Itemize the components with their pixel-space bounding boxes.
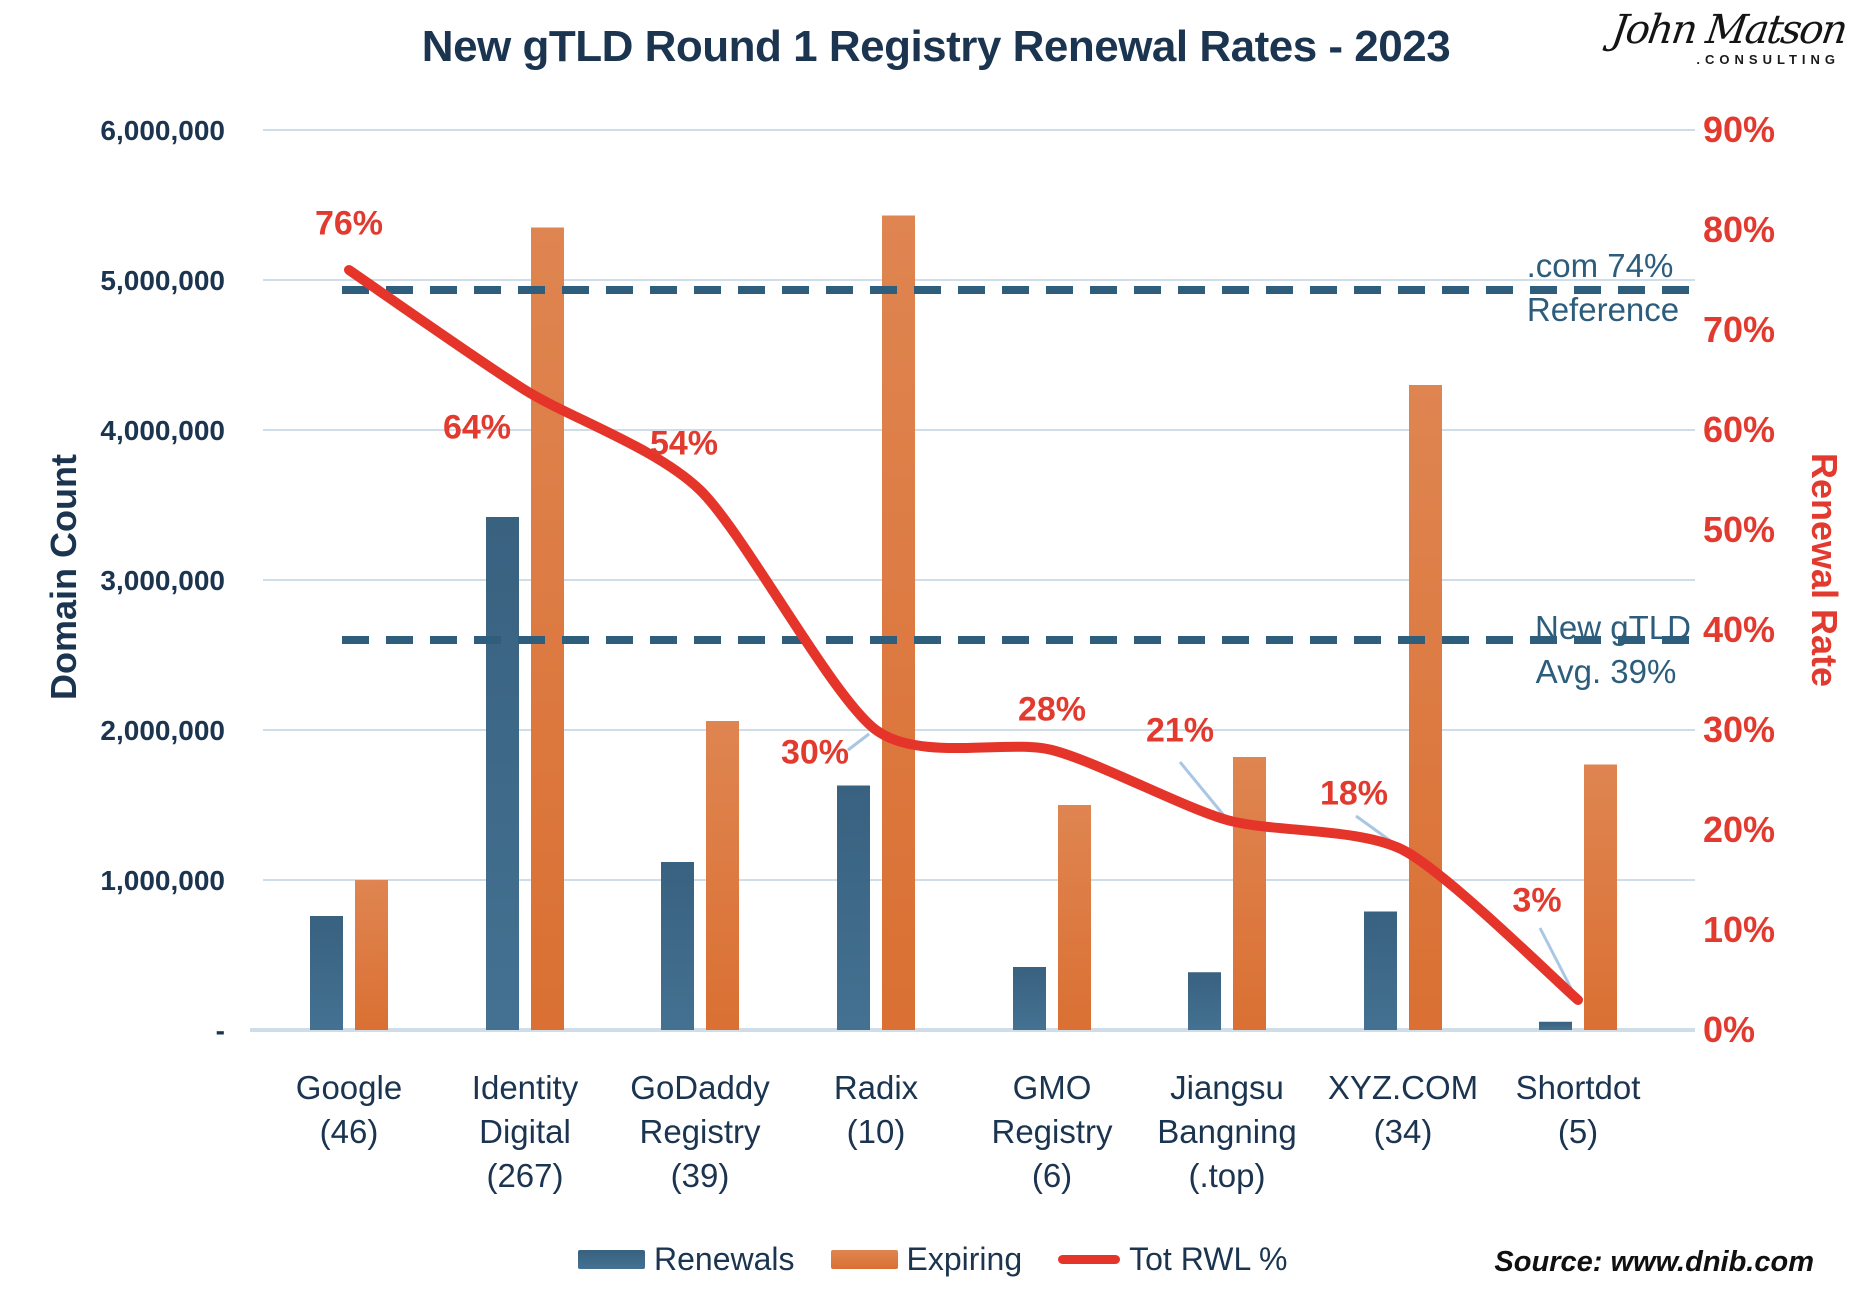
renewals-bar (1364, 911, 1397, 1030)
category-label: Google (46) (295, 1069, 403, 1150)
rate-data-label: 30% (780, 733, 850, 772)
left-axis-tick: 3,000,000 (100, 565, 225, 596)
callout-leader-line (847, 732, 870, 752)
category-label: Jiangsu Bangning (.top) (1157, 1069, 1297, 1194)
legend: Renewals Expiring Tot RWL % (578, 1241, 1287, 1278)
category-label: XYZ.COM (34) (1327, 1069, 1479, 1150)
right-axis-tick: 50% (1703, 509, 1775, 550)
renewals-bar (661, 862, 694, 1030)
expiring-bar (531, 227, 564, 1030)
ref-com-label-bottom: Reference (1526, 291, 1680, 328)
right-axis-title: Renewal Rate (1804, 452, 1845, 688)
left-axis-tick: 1,000,000 (100, 865, 225, 896)
right-axis-tick: 30% (1703, 709, 1775, 750)
logo-signature: John Matson (1609, 7, 1850, 53)
renewals-bar (1188, 972, 1221, 1030)
left-axis-tick: 4,000,000 (100, 415, 225, 446)
category-label: GMO Registry (6) (991, 1069, 1113, 1194)
left-axis-title: Domain Count (43, 454, 84, 700)
expiring-bar (1058, 805, 1091, 1030)
legend-item-renewals: Renewals (578, 1241, 795, 1278)
expiring-bar (1584, 764, 1617, 1030)
logo: John Matson .CONSULTING (1609, 7, 1850, 67)
left-axis-tick: - (216, 1015, 225, 1046)
renewals-bar (1013, 967, 1046, 1030)
logo-suffix: .CONSULTING (1696, 52, 1840, 67)
expiring-bar (882, 215, 915, 1030)
category-label: Radix (10) (833, 1069, 919, 1150)
rate-data-label: 21% (1145, 711, 1215, 750)
expiring-swatch (830, 1250, 898, 1269)
expiring-bar (1233, 757, 1266, 1030)
rate-data-label: 18% (1319, 774, 1389, 813)
renewals-bar (310, 916, 343, 1030)
ref-avg-label-bottom: Avg. 39% (1535, 653, 1677, 690)
rate-data-label: 76% (314, 204, 384, 243)
source-credit: Source: www.dnib.com (1494, 1246, 1814, 1278)
callout-leader-line (1178, 761, 1228, 819)
category-label: GoDaddy Registry (39) (630, 1069, 770, 1194)
right-axis-tick: 60% (1703, 409, 1775, 450)
ref-com-label-top: .com 74% (1526, 247, 1674, 284)
renewals-swatch (578, 1250, 645, 1269)
renewals-bar (837, 785, 870, 1030)
rate-data-label: 28% (1017, 690, 1087, 729)
rate-data-label: 64% (442, 408, 512, 447)
renewals-bar (486, 517, 519, 1030)
legend-item-expiring: Expiring (830, 1241, 1023, 1278)
category-label: Identity Digital (267) (471, 1069, 579, 1194)
right-axis-tick: 0% (1703, 1009, 1755, 1050)
renewals-bar (1539, 1021, 1572, 1030)
legend-label-totrwl: Tot RWL % (1129, 1241, 1288, 1277)
right-axis-tick: 70% (1703, 309, 1775, 350)
left-axis-tick: 5,000,000 (100, 265, 225, 296)
expiring-bar (355, 880, 388, 1030)
right-axis-tick: 80% (1703, 209, 1775, 250)
legend-label-expiring: Expiring (906, 1241, 1023, 1277)
tot-rwl-swatch (1058, 1255, 1121, 1264)
right-axis-tick: 90% (1703, 109, 1775, 150)
left-axis-tick: 6,000,000 (100, 115, 225, 146)
right-axis-tick: 20% (1703, 809, 1775, 850)
rate-data-label: 54% (649, 424, 719, 463)
page-title: New gTLD Round 1 Registry Renewal Rates … (421, 22, 1451, 71)
expiring-bar (706, 721, 739, 1030)
category-label: Shortdot (5) (1515, 1069, 1641, 1150)
callout-leader-line (1538, 927, 1576, 995)
left-axis-tick: 2,000,000 (100, 715, 225, 746)
tot-rwl-line (344, 265, 1583, 1005)
right-axis-tick: 10% (1703, 909, 1775, 950)
legend-item-totrwl: Tot RWL % (1058, 1241, 1287, 1278)
rate-data-label: 3% (1512, 881, 1562, 920)
legend-label-renewals: Renewals (654, 1241, 795, 1277)
expiring-bar (1409, 385, 1442, 1030)
ref-avg-label-top: New gTLD (1535, 609, 1691, 646)
right-axis-tick: 40% (1703, 609, 1775, 650)
